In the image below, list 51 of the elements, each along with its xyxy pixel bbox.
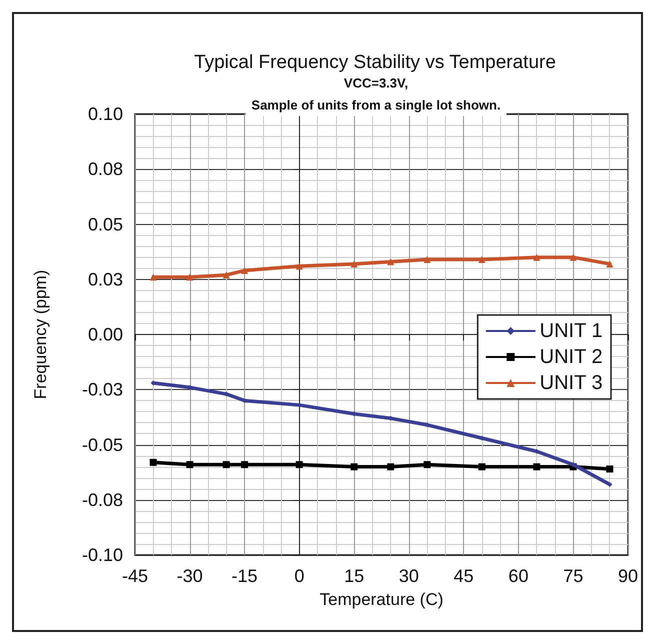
chart-subtitle: VCC=3.3V, Sample of units from a single lot shown. <box>251 76 501 112</box>
y-tick-label: 0.05 <box>88 214 123 234</box>
point <box>350 260 358 268</box>
point <box>296 461 303 468</box>
x-tick-label: 0 <box>294 566 304 586</box>
y-tick-label: 0.00 <box>88 324 123 344</box>
y-tick-label: 0.10 <box>88 104 123 124</box>
legend-label: UNIT 3 <box>540 372 603 394</box>
y-tick-label: -0.08 <box>82 490 123 510</box>
point <box>241 461 248 468</box>
point <box>241 267 248 274</box>
y-tick-label: -0.05 <box>82 434 123 455</box>
y-tick-label: -0.10 <box>82 545 123 565</box>
point <box>296 262 303 270</box>
x-tick-label: -45 <box>122 566 148 586</box>
x-tick-label: -30 <box>176 566 203 586</box>
point <box>533 254 540 261</box>
legend-label: UNIT 1 <box>540 320 603 342</box>
point <box>478 256 486 264</box>
point <box>533 463 540 470</box>
point <box>350 463 358 470</box>
x-tick-label: 60 <box>508 566 528 586</box>
point <box>222 461 230 468</box>
legend-label: UNIT 2 <box>540 346 603 368</box>
point <box>186 274 194 281</box>
point <box>606 260 614 268</box>
x-tick-label: 75 <box>563 566 584 586</box>
point <box>150 274 157 281</box>
point <box>424 256 431 264</box>
point <box>607 482 612 487</box>
y-tick-label: 0.08 <box>88 159 123 180</box>
point <box>387 463 394 470</box>
point <box>478 463 486 470</box>
point <box>606 466 614 473</box>
chart-title: Typical Frequency Stability vs Temperature <box>194 52 556 73</box>
point <box>222 271 230 278</box>
y-tick-label: 0.03 <box>88 269 123 290</box>
y-tick-label: -0.03 <box>82 380 123 400</box>
x-tick-label: 45 <box>454 566 474 586</box>
x-tick-label: 15 <box>344 566 364 586</box>
line-series <box>150 254 614 281</box>
point <box>150 458 157 466</box>
x-tick-label: 90 <box>618 566 638 586</box>
x-axis-title: Temperature (C) <box>320 590 444 609</box>
point <box>570 254 577 261</box>
y-axis-title: Frequency (ppm) <box>31 270 50 400</box>
x-tick-label: 30 <box>398 566 419 586</box>
x-tick-label: -15 <box>232 566 258 586</box>
point <box>424 461 431 468</box>
point <box>387 258 394 266</box>
point <box>186 461 194 468</box>
